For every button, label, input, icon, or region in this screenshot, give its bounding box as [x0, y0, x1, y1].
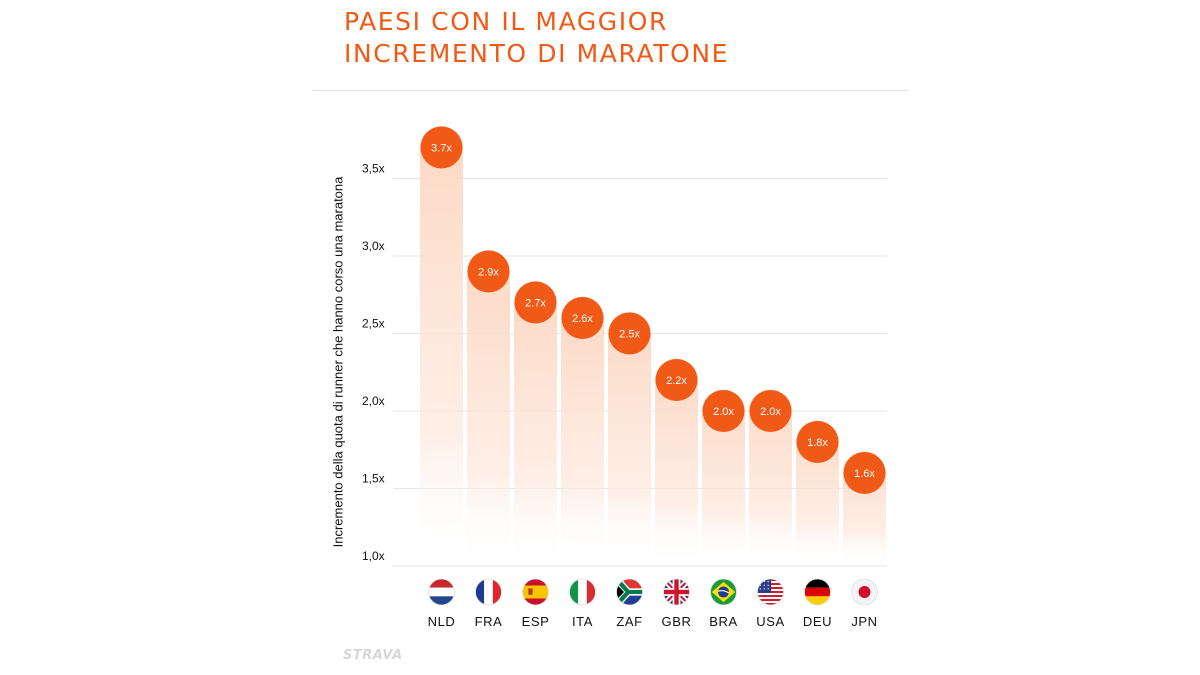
- y-tick-label: 2,0x: [362, 394, 385, 408]
- bar-gbr: [655, 358, 698, 566]
- flag-outline: [475, 578, 502, 606]
- flags: [428, 578, 878, 606]
- flag-ita-icon: [569, 579, 596, 605]
- x-axis-labels: NLD FRA ESP ITA ZAF GBR BRA USA DEU JPN: [428, 614, 877, 629]
- data-label-fra: 2.9x: [467, 250, 510, 293]
- flag-outline: [616, 578, 643, 606]
- flag-outline: [804, 578, 831, 606]
- chart-title-line-2: INCREMENTO DI MARATONE: [344, 39, 730, 68]
- title-divider: [313, 90, 908, 91]
- data-label-text: 1.6x: [854, 468, 875, 480]
- bar-fra: [467, 250, 510, 566]
- data-label-bubble: [749, 390, 792, 432]
- bar-bra: [702, 389, 745, 566]
- flag-bra-icon: [710, 579, 737, 605]
- y-axis-label: Incremento della quota di runner che han…: [330, 176, 346, 548]
- x-tick-label-gbr: GBR: [662, 614, 692, 629]
- y-tick-label: 2,5x: [362, 317, 385, 331]
- data-label-bubble: [702, 390, 745, 432]
- flag-outline: [428, 578, 455, 606]
- bar-usa: [749, 389, 792, 566]
- x-tick-label-bra: BRA: [709, 614, 738, 629]
- data-label-deu: 1.8x: [796, 421, 839, 463]
- data-label-text: 2.2x: [666, 375, 687, 387]
- data-label-gbr: 2.2x: [655, 359, 698, 401]
- flag-outline: [710, 578, 737, 606]
- data-label-text: 2.5x: [619, 329, 640, 341]
- data-label-text: 2.6x: [572, 313, 593, 325]
- flag-outline: [569, 578, 596, 606]
- bar-zaf: [608, 312, 651, 566]
- flag-jpn-icon: [851, 579, 878, 605]
- bar-ita: [561, 296, 604, 566]
- data-label-bubble: [514, 281, 557, 324]
- flag-deu-icon: [804, 579, 831, 605]
- flag-gbr-icon: [663, 579, 690, 605]
- chart-title: PAESI CON IL MAGGIOR INCREMENTO DI MARAT…: [344, 6, 729, 70]
- data-label-zaf: 2.5x: [608, 312, 651, 355]
- data-label-text: 2.0x: [713, 406, 734, 418]
- data-label-bubble: [420, 126, 463, 169]
- x-tick-label-jpn: JPN: [851, 614, 877, 629]
- flag-nld-icon: [428, 579, 455, 605]
- data-label-ita: 2.6x: [561, 297, 604, 339]
- y-tick-label: 1,5x: [362, 472, 385, 486]
- bars: [420, 126, 886, 566]
- data-label-bubble: [843, 452, 886, 494]
- x-tick-label-fra: FRA: [475, 614, 503, 629]
- x-tick-label-esp: ESP: [522, 614, 550, 629]
- x-tick-label-nld: NLD: [428, 614, 456, 629]
- bar-nld: [420, 126, 463, 566]
- x-tick-label-deu: DEU: [803, 614, 832, 629]
- data-label-usa: 2.0x: [749, 390, 792, 432]
- data-label-nld: 3.7x: [420, 126, 463, 169]
- flag-usa-icon: [757, 579, 784, 605]
- flag-outline: [663, 578, 690, 606]
- strava-watermark-logo: STRAVA: [343, 648, 403, 663]
- data-label-bubble: [608, 312, 651, 355]
- y-tick-label: 3,5x: [362, 162, 385, 176]
- data-label-bubble: [467, 250, 510, 293]
- x-tick-label-zaf: ZAF: [616, 614, 642, 629]
- flag-outline: [851, 578, 878, 606]
- bar-esp: [514, 281, 557, 566]
- flag-esp-icon: [522, 579, 549, 605]
- flag-outline: [757, 578, 784, 606]
- x-tick-label-ita: ITA: [572, 614, 593, 629]
- y-tick-label: 1,0x: [362, 549, 385, 563]
- flag-outline: [522, 578, 549, 606]
- data-label-text: 2.7x: [525, 298, 546, 310]
- data-label-text: 3.7x: [431, 143, 452, 155]
- data-label-esp: 2.7x: [514, 281, 557, 324]
- chart-title-line-1: PAESI CON IL MAGGIOR: [344, 7, 668, 36]
- data-labels: 3.7x 2.9x 2.7x 2.6x 2.5x 2.2x 2.0x 2.0x 1.8x 1.6x: [420, 126, 886, 494]
- y-tick-label: 3,0x: [362, 239, 385, 253]
- data-label-text: 2.9x: [478, 267, 499, 279]
- y-axis-ticks: 1,0x 1,5x 2,0x 2,5x 3,0x 3,5x: [362, 162, 385, 564]
- data-label-text: 1.8x: [807, 437, 828, 449]
- data-label-bra: 2.0x: [702, 390, 745, 432]
- data-label-bubble: [796, 421, 839, 463]
- data-label-bubble: [655, 359, 698, 401]
- data-label-text: 2.0x: [760, 406, 781, 418]
- x-tick-label-usa: USA: [756, 614, 785, 629]
- data-label-jpn: 1.6x: [843, 452, 886, 494]
- flag-zaf-icon: [616, 579, 643, 605]
- data-label-bubble: [561, 297, 604, 339]
- flag-fra-icon: [475, 579, 502, 605]
